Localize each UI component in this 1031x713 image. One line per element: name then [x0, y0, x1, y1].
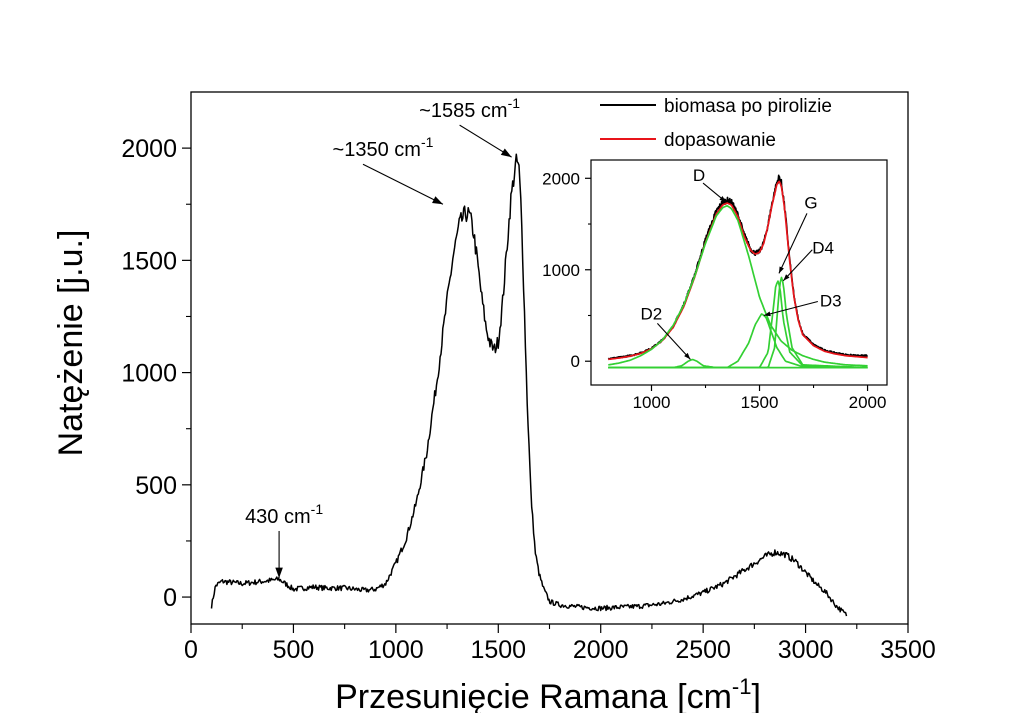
annotation-arrow-head: [275, 567, 283, 578]
x-axis-title-main: Przesunięcie Ramana [cm: [335, 678, 732, 713]
x-tick-label: 3500: [880, 636, 936, 664]
annotation-label: 430 cm-1: [245, 501, 323, 528]
annotation-arrow-head: [432, 196, 443, 205]
y-tick-label: 2000: [121, 135, 177, 163]
x-axis-title-end: ]: [751, 678, 760, 713]
x-tick-label: 1000: [368, 636, 424, 664]
annotation-arrow-line: [782, 249, 813, 282]
annotation-label: D4: [812, 239, 834, 258]
annotation-arrow-head: [719, 196, 727, 203]
x-tick-label: 500: [273, 636, 315, 664]
legend-label: biomasa po pirolizie: [664, 96, 832, 117]
x-axis-title: Przesunięcie Ramana [cm-1]: [335, 674, 761, 713]
annotation-arrow-head: [783, 274, 790, 281]
y-tick-label: 0: [571, 352, 580, 371]
x-tick-label: 2500: [675, 636, 731, 664]
annotation-arrow-head: [684, 352, 691, 360]
annotation-label: D3: [820, 291, 842, 310]
series-biomasa-po-pirolizie: [210, 153, 848, 617]
annotation-arrow-head: [763, 311, 771, 317]
annotation-label: G: [804, 193, 817, 212]
inset-plot-frame: [590, 159, 888, 386]
annotation-arrow-line: [362, 163, 444, 205]
x-tick-label: 1500: [741, 393, 779, 412]
y-tick-label: 1000: [121, 360, 177, 388]
annotation-label: D: [693, 166, 705, 185]
annotation-arrow-head: [500, 148, 512, 158]
annotation-arrow-line: [656, 323, 691, 360]
annotation-arrow-head: [778, 266, 784, 274]
legend: biomasa po pirolizie dopasowanie: [600, 96, 832, 151]
annotation-label: ~1585 cm-1: [419, 95, 520, 122]
x-tick-label: 0: [184, 636, 198, 664]
inset-ticks: 1000 1500 2000 0 1000 2000: [542, 169, 886, 412]
series-d: [608, 205, 868, 367]
annotation-arrow-line: [763, 300, 818, 317]
annotation-label: ~1350 cm-1: [333, 134, 434, 161]
inset-annotations: D D2 G D4 D3: [641, 166, 842, 360]
x-tick-label: 2000: [849, 393, 887, 412]
x-tick-label: 3000: [778, 636, 834, 664]
legend-label: dopasowanie: [664, 130, 776, 151]
y-tick-label: 0: [163, 584, 177, 612]
y-tick-label: 500: [135, 472, 177, 500]
main-annotations: 430 cm-1 ~1350 cm-1 ~1585 cm-1: [245, 95, 520, 578]
y-tick-label: 2000: [542, 169, 580, 188]
x-tick-label: 2000: [573, 636, 629, 664]
main-ticks: 0 500 1000 1500 2000 2500 3000 3500 0 500 1000 1500…: [121, 135, 935, 664]
y-tick-label: 1500: [121, 247, 177, 275]
series-d4: [608, 276, 868, 369]
x-axis-title-sup: -1: [732, 674, 752, 699]
main-series: [210, 153, 848, 617]
annotation-arrow-line: [778, 213, 808, 274]
y-tick-label: 1000: [542, 261, 580, 280]
inset-series: [607, 174, 869, 369]
x-tick-label: 1500: [470, 636, 526, 664]
x-tick-label: 1000: [633, 393, 671, 412]
y-axis-title: Natężenie [j.u.]: [52, 230, 90, 457]
annotation-label: D2: [641, 304, 663, 323]
